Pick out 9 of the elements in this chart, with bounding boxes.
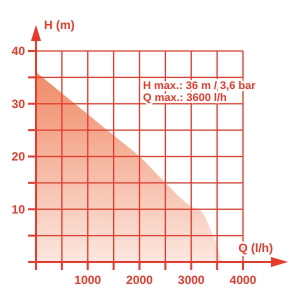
x-tick-label: 1000 xyxy=(74,273,102,287)
x-tick-label: 3000 xyxy=(178,273,205,287)
x-tick-label: 2000 xyxy=(126,273,154,287)
y-axis-title: H (m) xyxy=(44,18,75,32)
y-tick-label: 40 xyxy=(12,44,26,58)
x-tick-label: 4000 xyxy=(230,273,257,287)
y-tick-label: 30 xyxy=(12,96,26,111)
y-tick-label: 10 xyxy=(12,202,26,216)
y-tick-label: 20 xyxy=(12,150,26,164)
